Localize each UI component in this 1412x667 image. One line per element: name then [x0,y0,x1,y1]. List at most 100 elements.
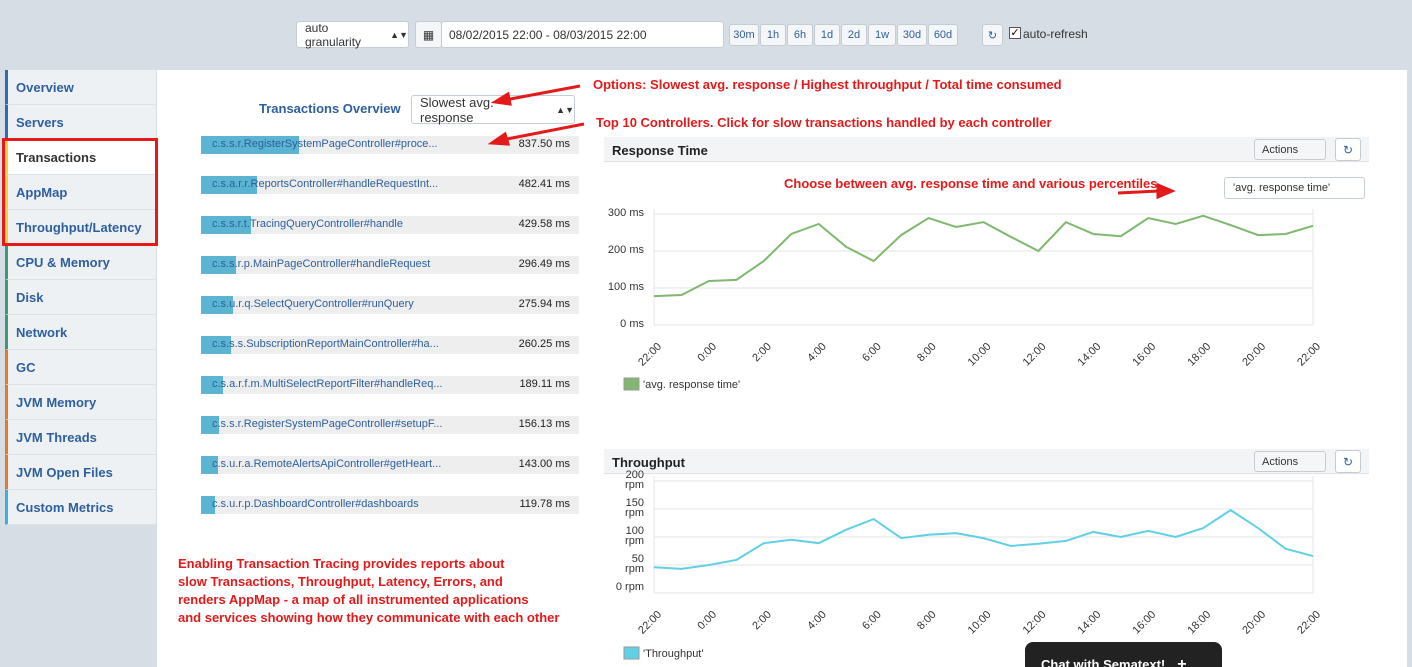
sidebar-item[interactable]: JVM Open Files [5,455,156,490]
annotation: Choose between avg. response time and va… [784,176,1158,191]
granularity-text: auto granularity [305,20,362,49]
sidebar-item[interactable]: Custom Metrics [5,490,156,525]
transaction-value: 275.94 ms [518,298,570,310]
sidebar-item[interactable]: Disk [5,280,156,315]
transaction-value: 429.58 ms [518,218,570,230]
transaction-value: 482.41 ms [518,178,570,190]
sidebar-item[interactable]: Overview [5,70,156,105]
sidebar-item[interactable]: GC [5,350,156,385]
content [157,70,1407,667]
transaction-bar [201,176,258,194]
range-button[interactable]: 6h [787,24,813,46]
transaction-row[interactable]: c.s.a.r.f.m.MultiSelectReportFilter#hand… [201,376,579,394]
range-button[interactable]: 2d [841,24,867,46]
x-tick-label: 16:00 [1130,609,1158,637]
refresh-button[interactable]: ↻ [982,24,1003,46]
x-tick-label: 22:00 [636,341,664,369]
range-button[interactable]: 60d [928,24,958,46]
sidebar-item[interactable]: JVM Memory [5,385,156,420]
x-tick-label: 0:00 [695,341,719,365]
actions-button[interactable]: Actions [1254,451,1326,472]
transaction-value: 156.13 ms [518,418,570,430]
auto-refresh-checkbox[interactable]: ✓ [1009,27,1021,39]
transaction-value: 260.25 ms [518,338,570,350]
annotation: and services showing how they communicat… [178,610,560,625]
sidebar-item[interactable]: Network [5,315,156,350]
range-button[interactable]: 30m [729,24,759,46]
transaction-row[interactable]: c.s.a.r.r.ReportsController#handleReques… [201,176,579,194]
transaction-name: c.s.s.r.t.TracingQueryController#handle [212,218,403,230]
refresh-button[interactable]: ↻ [1335,138,1361,161]
x-tick-label: 22:00 [636,609,664,637]
transaction-row[interactable]: c.s.s.r.p.MainPageController#handleReque… [201,256,579,274]
sidebar-item[interactable]: Transactions [5,140,156,175]
x-tick-label: 4:00 [805,609,829,633]
series-line [653,508,1314,570]
range-button[interactable]: 1d [814,24,840,46]
series-line [653,214,1314,298]
transaction-row[interactable]: c.s.s.r.RegisterSystemPageController#set… [201,416,579,434]
legend-swatch [623,377,640,391]
transaction-name: c.s.u.r.a.RemoteAlertsApiController#getH… [212,458,442,470]
annotation: Enabling Transaction Tracing provides re… [178,556,505,571]
x-tick-label: 10:00 [966,609,994,637]
annotation: renders AppMap - a map of all instrument… [178,592,529,607]
transaction-row[interactable]: c.s.u.r.a.RemoteAlertsApiController#getH… [201,456,579,474]
granularity-select[interactable]: auto granularity ▲▼ [296,20,409,49]
sidebar-item[interactable]: CPU & Memory [5,245,156,280]
x-tick-label: 10:00 [966,341,994,369]
transaction-row[interactable]: c.s.u.r.q.SelectQueryController#runQuery… [201,296,579,314]
x-tick-label: 16:00 [1130,341,1158,369]
range-button[interactable]: 30d [897,24,927,46]
y-tick-label: 200 ms [607,244,644,256]
chat-widget[interactable]: Chat with Sematext! + [1025,642,1222,667]
x-tick-label: 6:00 [860,609,884,633]
x-tick-label: 2:00 [750,341,774,365]
transaction-row[interactable]: c.s.s.s.SubscriptionReportMainController… [201,336,579,354]
auto-refresh-label: auto-refresh [1023,27,1088,41]
transaction-bar [201,376,224,394]
sort-select[interactable]: Slowest avg. response ▲▼ [411,95,575,125]
sidebar-item[interactable]: Servers [5,105,156,140]
sidebar-item[interactable]: JVM Threads [5,420,156,455]
transaction-value: 143.00 ms [518,458,570,470]
transaction-bar [201,256,236,274]
y-tick-label: 300 ms [607,207,644,219]
actions-button[interactable]: Actions [1254,139,1326,160]
x-tick-label: 20:00 [1240,341,1268,369]
transaction-row[interactable]: c.s.u.r.p.DashboardController#dashboards… [201,496,579,514]
chart-title: Response Time [612,143,708,158]
date-range-text: 08/02/2015 22:00 - 08/03/2015 22:00 [449,27,647,42]
transaction-bar [201,216,252,234]
y-tick-label: 100 ms [607,281,644,293]
x-tick-label: 20:00 [1240,609,1268,637]
transaction-value: 296.49 ms [518,258,570,270]
transactions-title: Transactions Overview [259,101,401,116]
panel-header [604,137,1369,162]
transaction-row[interactable]: c.s.s.r.RegisterSystemPageController#pro… [201,136,579,154]
y-tick-label: 50 rpm [625,553,644,575]
date-range[interactable]: 08/02/2015 22:00 - 08/03/2015 22:00 [441,21,724,48]
x-tick-label: 12:00 [1021,609,1049,637]
legend-swatch [623,646,640,660]
transaction-row[interactable]: c.s.s.r.t.TracingQueryController#handle 4… [201,216,579,234]
transaction-bar [201,456,218,474]
range-button[interactable]: 1w [868,24,896,46]
refresh-button[interactable]: ↻ [1335,450,1361,473]
transaction-value: 189.11 ms [519,378,570,390]
x-tick-label: 22:00 [1295,609,1323,637]
annotation: Top 10 Controllers. Click for slow trans… [596,115,1052,130]
metric-select[interactable]: 'avg. response time' [1224,177,1365,199]
transaction-bar [201,136,299,154]
calendar-icon[interactable]: ▦ [415,21,442,48]
range-button[interactable]: 1h [760,24,786,46]
transaction-value: 119.78 ms [519,498,570,510]
transaction-name: c.s.s.r.p.MainPageController#handleReque… [212,258,431,270]
legend-label: 'avg. response time' [643,379,740,391]
x-tick-label: 0:00 [695,609,719,633]
sidebar-item[interactable]: AppMap [5,175,156,210]
transaction-bar [201,496,215,514]
transaction-name: c.s.s.r.RegisterSystemPageController#set… [212,418,443,430]
y-tick-label: 0 rpm [615,581,644,593]
